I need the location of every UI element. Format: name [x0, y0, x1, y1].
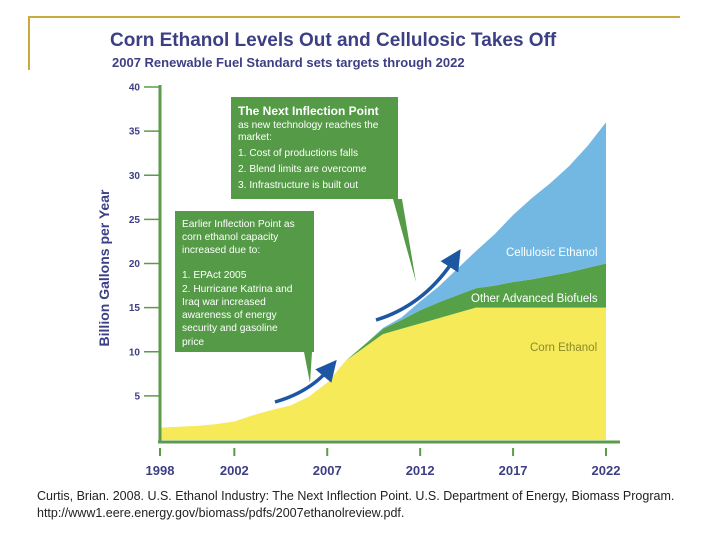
series-label-cellulosic: Cellulosic Ethanol: [506, 247, 597, 259]
area-layer: [160, 122, 606, 440]
callout-next-inflection: The Next Inflection Point as new technol…: [231, 97, 416, 282]
ticks-layer: 5 10 15 20 25 30 35 40 1998 2002 2007 2012 2017 2022: [129, 83, 621, 479]
callout-next-inflection-box: [231, 97, 416, 282]
area-other-advanced-biofuels: [160, 263, 606, 428]
x-tick-label-2022: 2022: [592, 463, 621, 478]
area-cellulosic-ethanol: [160, 122, 606, 428]
ethanol-chart: Corn Ethanol Levels Out and Cellulosic T…: [96, 30, 621, 479]
x-tick-label-2002: 2002: [220, 463, 249, 478]
series-label-advanced: Other Advanced Biofuels: [471, 293, 598, 305]
y-tick-label-40: 40: [129, 83, 141, 94]
callout-earlier-line-7: Iraq war increased: [182, 297, 266, 308]
x-tick-label-2012: 2012: [406, 463, 435, 478]
trend-arrow-next: [375, 249, 461, 322]
y-tick-label-25: 25: [129, 215, 141, 226]
x-tick-label-2007: 2007: [313, 463, 342, 478]
callout-next-line-3: 1. Cost of productions falls: [238, 148, 358, 159]
callout-next-line-2: market:: [238, 132, 272, 143]
y-tick-label-15: 15: [129, 303, 141, 314]
y-tick-label-10: 10: [129, 347, 141, 358]
chart-subtitle: 2007 Renewable Fuel Standard sets target…: [112, 55, 465, 70]
x-tick-label-1998: 1998: [146, 463, 175, 478]
callout-next-line-4: 2. Blend limits are overcome: [238, 164, 367, 175]
callout-next-line-1: as new technology reaches the: [238, 120, 379, 131]
y-axis-title: Billion Gallons per Year: [96, 189, 112, 346]
callout-earlier-inflection-box: [175, 211, 314, 383]
trend-arrow-earlier: [274, 359, 337, 404]
callout-earlier-line-2: corn ethanol capacity: [182, 232, 279, 243]
callout-earlier-inflection: Earlier Inflection Point as corn ethanol…: [175, 211, 314, 383]
frame-left-border: [28, 16, 30, 70]
callout-earlier-line-6: 2. Hurricane Katrina and: [182, 284, 293, 295]
series-label-corn: Corn Ethanol: [530, 342, 597, 354]
callout-next-heading: The Next Inflection Point: [238, 104, 379, 118]
y-tick-label-20: 20: [129, 259, 141, 270]
callout-earlier-line-3: increased due to:: [182, 245, 260, 256]
series-labels: Cellulosic Ethanol Other Advanced Biofue…: [471, 247, 598, 354]
y-tick-label-30: 30: [129, 171, 141, 182]
callout-next-line-5: 3. Infrastructure is built out: [238, 180, 358, 191]
y-tick-label-35: 35: [129, 127, 141, 138]
chart-title: Corn Ethanol Levels Out and Cellulosic T…: [110, 30, 557, 51]
x-tick-label-2017: 2017: [499, 463, 528, 478]
area-corn-ethanol: [160, 307, 606, 440]
frame-top-border: [28, 16, 680, 18]
callout-earlier-line-10: price: [182, 337, 204, 348]
callout-earlier-line-8: awareness of energy: [182, 310, 277, 321]
callout-earlier-line-1: Earlier Inflection Point as: [182, 219, 295, 230]
callout-earlier-line-5: 1. EPAct 2005: [182, 270, 247, 281]
y-tick-label-5: 5: [134, 391, 140, 402]
callout-earlier-line-9: security and gasoline: [182, 323, 278, 334]
citation-text: Curtis, Brian. 2008. U.S. Ethanol Indust…: [37, 489, 675, 520]
